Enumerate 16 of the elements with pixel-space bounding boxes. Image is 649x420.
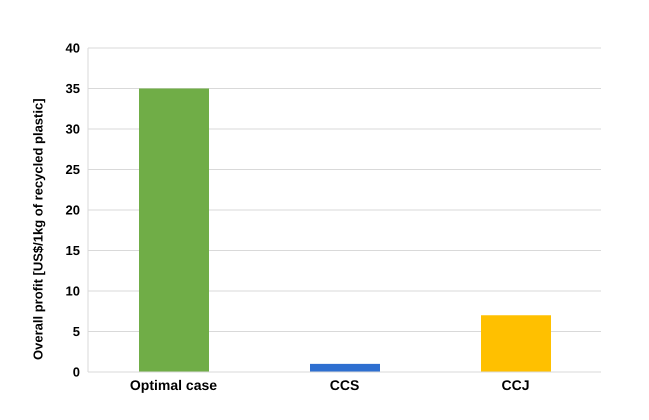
y-tick-label: 20	[66, 202, 80, 218]
bar	[139, 88, 209, 372]
y-tick-label: 25	[66, 162, 80, 178]
bar	[481, 315, 551, 372]
y-tick-label: 30	[66, 122, 80, 137]
bar	[310, 364, 380, 372]
y-tick-label: 5	[72, 324, 80, 340]
y-tick-label: 15	[66, 243, 80, 258]
y-tick-label: 35	[66, 81, 80, 96]
y-tick-label: 40	[66, 40, 80, 56]
y-tick-label: 10	[66, 284, 80, 299]
x-tick-label: CCJ	[501, 376, 530, 393]
x-tick-label: Optimal case	[130, 376, 218, 393]
y-tick-label: 0	[72, 364, 80, 380]
y-axis-title: Overall profit [US$/1kg of recycled plastic]	[30, 98, 46, 360]
x-tick-label: CCS	[330, 376, 360, 393]
